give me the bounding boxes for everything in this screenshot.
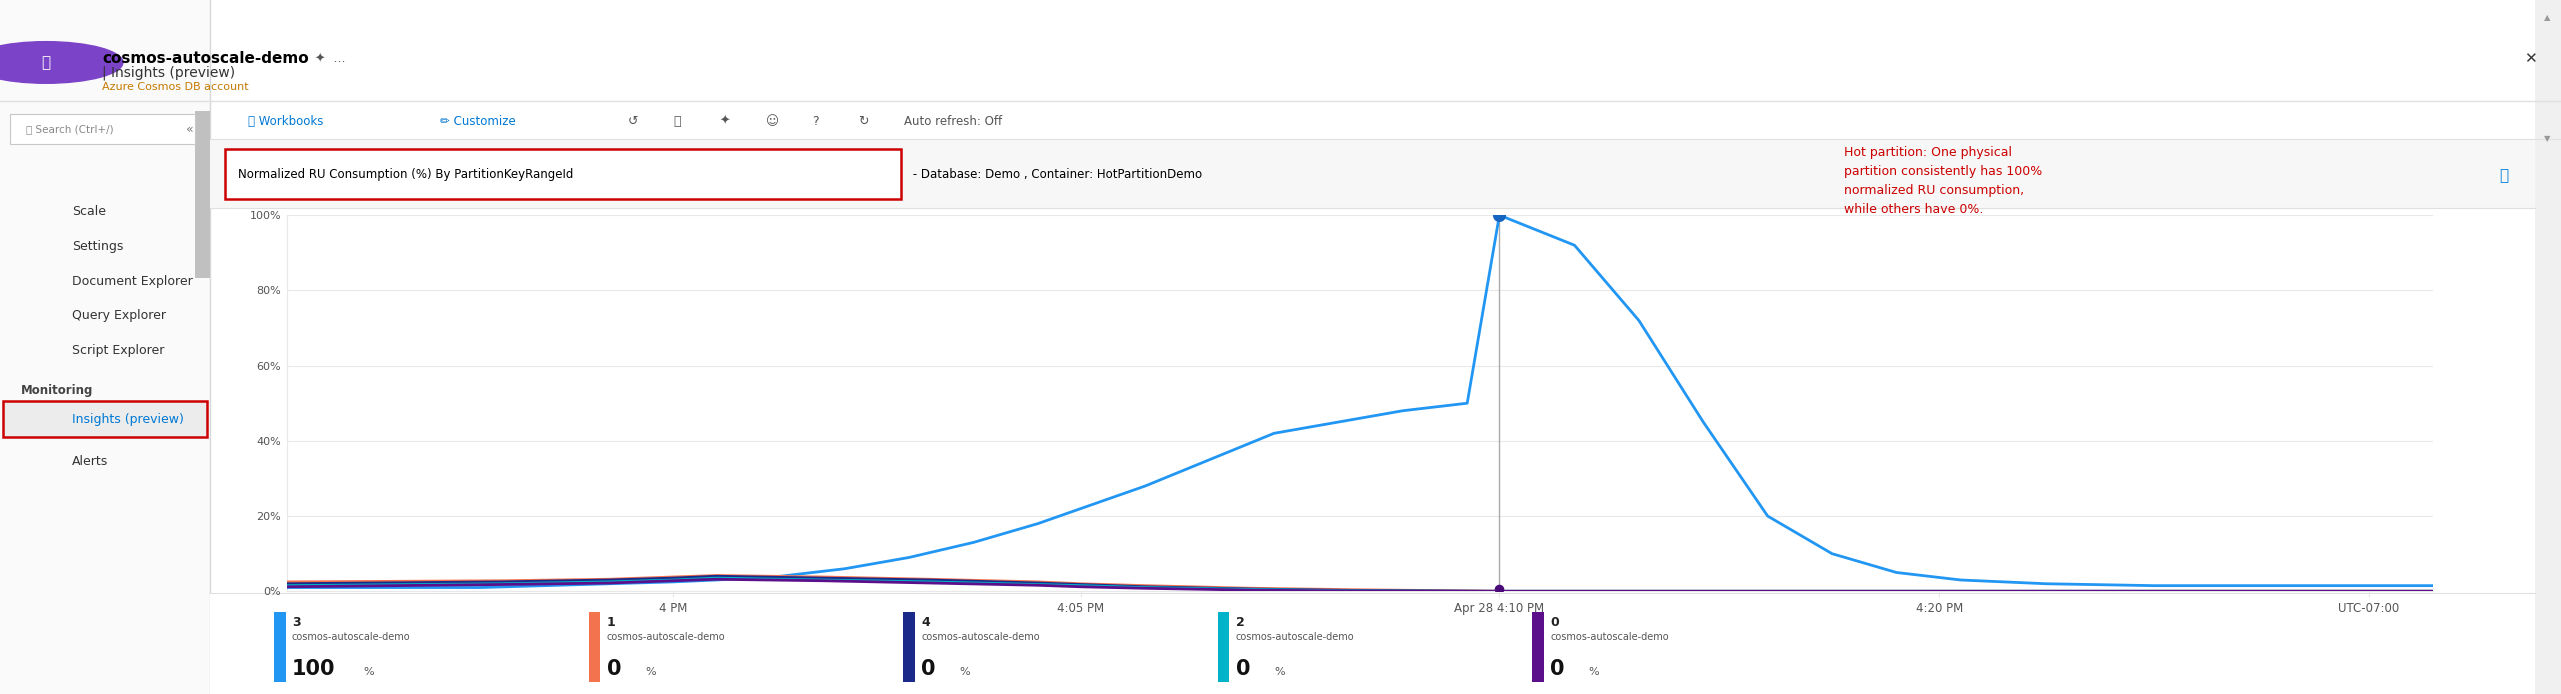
Text: Monitoring: Monitoring xyxy=(20,384,92,396)
Text: Hot partition: One physical
partition consistently has 100%
normalized RU consum: Hot partition: One physical partition co… xyxy=(1844,146,2041,216)
Text: ▼: ▼ xyxy=(2543,135,2551,143)
Bar xyxy=(3,401,207,437)
Text: ↻: ↻ xyxy=(858,115,868,128)
Text: ☺: ☺ xyxy=(766,115,779,128)
Text: 2: 2 xyxy=(1234,616,1245,629)
Text: 3: 3 xyxy=(292,616,300,629)
Text: Alerts: Alerts xyxy=(72,455,108,468)
Bar xyxy=(10,114,195,144)
Text: ▲: ▲ xyxy=(2543,13,2551,22)
Text: ↺: ↺ xyxy=(627,115,638,128)
Text: 🔌: 🔌 xyxy=(41,55,51,70)
Text: ✏ Customize: ✏ Customize xyxy=(440,115,517,128)
Text: cosmos-autoscale-demo: cosmos-autoscale-demo xyxy=(292,632,410,641)
Text: 📌: 📌 xyxy=(2500,168,2510,183)
Bar xyxy=(589,612,599,682)
Text: %: % xyxy=(645,668,656,677)
Text: %: % xyxy=(364,668,374,677)
Bar xyxy=(274,612,287,682)
Bar xyxy=(0,0,210,694)
Circle shape xyxy=(0,42,123,83)
Point xyxy=(1478,584,1519,595)
Text: cosmos-autoscale-demo: cosmos-autoscale-demo xyxy=(1549,632,1670,641)
FancyBboxPatch shape xyxy=(225,149,901,199)
Text: Auto refresh: Off: Auto refresh: Off xyxy=(904,115,1001,128)
Text: 0: 0 xyxy=(1549,616,1560,629)
Text: Insights (preview): Insights (preview) xyxy=(72,413,184,425)
Bar xyxy=(1216,612,1229,682)
Text: 1: 1 xyxy=(607,616,615,629)
Text: 0: 0 xyxy=(1549,659,1565,679)
Text: ✦  ...: ✦ ... xyxy=(307,53,346,65)
Text: Settings: Settings xyxy=(72,240,123,253)
Bar xyxy=(195,111,210,278)
Text: 4: 4 xyxy=(922,616,930,629)
Text: %: % xyxy=(960,668,971,677)
Bar xyxy=(2535,0,2561,694)
Text: cosmos-autoscale-demo: cosmos-autoscale-demo xyxy=(922,632,1040,641)
Text: ?: ? xyxy=(812,115,820,128)
Text: 100: 100 xyxy=(292,659,335,679)
Text: cosmos-autoscale-demo: cosmos-autoscale-demo xyxy=(102,51,310,67)
Text: Scale: Scale xyxy=(72,205,105,218)
Text: 🔔: 🔔 xyxy=(674,115,681,128)
Text: ✦: ✦ xyxy=(720,115,730,128)
Text: Script Explorer: Script Explorer xyxy=(72,344,164,357)
Text: Normalized RU Consumption (%) By PartitionKeyRangeId: Normalized RU Consumption (%) By Partiti… xyxy=(238,168,574,180)
Text: Azure Cosmos DB account: Azure Cosmos DB account xyxy=(102,82,248,92)
Bar xyxy=(904,612,914,682)
Text: - Database: Demo , Container: HotPartitionDemo: - Database: Demo , Container: HotPartiti… xyxy=(909,168,1201,180)
Text: cosmos-autoscale-demo: cosmos-autoscale-demo xyxy=(607,632,725,641)
Text: cosmos-autoscale-demo: cosmos-autoscale-demo xyxy=(1234,632,1355,641)
Text: %: % xyxy=(1273,668,1286,677)
Text: ✕: ✕ xyxy=(2525,51,2535,67)
Text: Query Explorer: Query Explorer xyxy=(72,310,166,322)
Bar xyxy=(210,593,2535,694)
Text: %: % xyxy=(1588,668,1598,677)
Point xyxy=(1478,210,1519,221)
Text: 📘 Workbooks: 📘 Workbooks xyxy=(248,115,323,128)
Text: «: « xyxy=(187,123,192,135)
Text: Document Explorer: Document Explorer xyxy=(72,275,192,287)
Bar xyxy=(210,139,2535,208)
Text: 0: 0 xyxy=(607,659,620,679)
Text: 🔍 Search (Ctrl+/): 🔍 Search (Ctrl+/) xyxy=(26,124,113,134)
Text: 0: 0 xyxy=(922,659,935,679)
Text: | Insights (preview): | Insights (preview) xyxy=(102,66,236,80)
Text: 0: 0 xyxy=(1234,659,1250,679)
Bar xyxy=(1531,612,1544,682)
